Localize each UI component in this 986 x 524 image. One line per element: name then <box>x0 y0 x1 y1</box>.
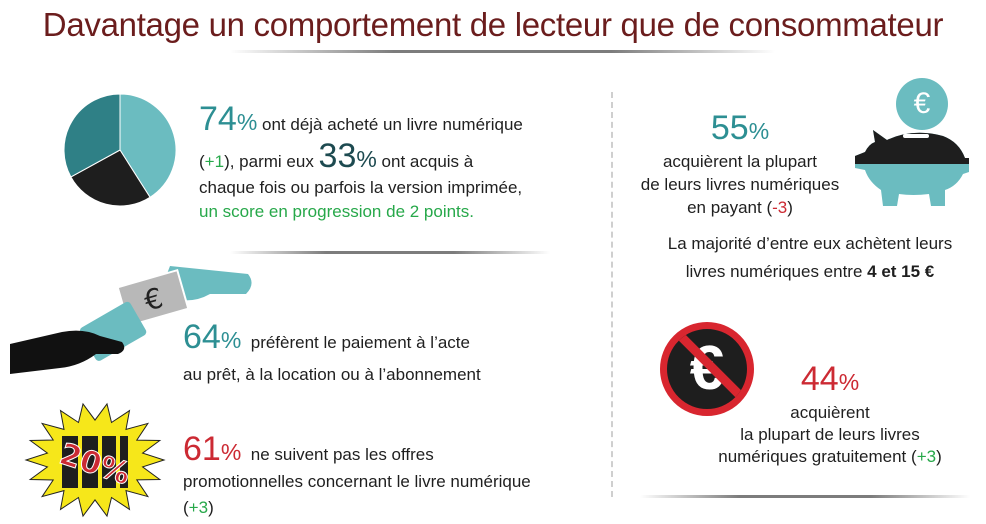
stat-61-percent: 61% <box>183 430 242 468</box>
no-euro-icon: € <box>660 322 754 416</box>
promo-20-percent-icon: 20% <box>24 402 166 518</box>
stat-64-percent: 64% <box>183 318 242 356</box>
right-divider-bottom <box>640 495 970 498</box>
pie-slice-3 <box>63 93 121 178</box>
title-divider <box>230 50 775 53</box>
stat-33-percent: 33% <box>318 137 377 175</box>
price-range-block: La majorité d’entre eux achètent leurs l… <box>667 234 953 281</box>
stat-44-percent: 44% <box>800 360 860 398</box>
page-title: Davantage un comportement de lecteur que… <box>42 6 944 43</box>
stat-74-change: +1 <box>204 152 225 171</box>
pie-slice-2 <box>70 149 151 207</box>
pie-chart-icon <box>63 93 177 207</box>
stat-55-change: -3 <box>772 198 788 217</box>
stat-74-text-3: chaque fois ou parfois la version imprim… <box>199 178 523 197</box>
left-divider-1 <box>230 251 550 254</box>
stat-74-percent: 74% <box>199 100 258 138</box>
price-range-value: 4 et 15 € <box>867 262 935 281</box>
stat-74-progress-note: un score en progression de 2 points. <box>199 202 475 221</box>
stat-55-percent: 55% <box>710 109 770 147</box>
piggy-bank-icon <box>855 130 969 206</box>
hand-paying-icon: € <box>10 266 252 374</box>
column-divider <box>611 92 613 497</box>
stat-55-block: 55% acquièrent la plupart de leurs livre… <box>620 111 860 219</box>
euro-coin-icon: € <box>896 78 948 130</box>
stat-61-change: +3 <box>188 498 209 517</box>
stat-74-block: 74% ont déjà acheté un livre numérique (… <box>199 102 523 224</box>
stat-61-block: 61% ne suivent pas les offres promotionn… <box>183 430 531 517</box>
stat-44-block: 44% acquièrent la plupart de leurs livre… <box>680 362 980 468</box>
stat-44-change: +3 <box>916 447 937 466</box>
stat-64-block: 64% préfèrent le paiement à l’acte au pr… <box>183 318 481 384</box>
stat-74-text: ont déjà acheté un livre numérique <box>262 115 523 134</box>
